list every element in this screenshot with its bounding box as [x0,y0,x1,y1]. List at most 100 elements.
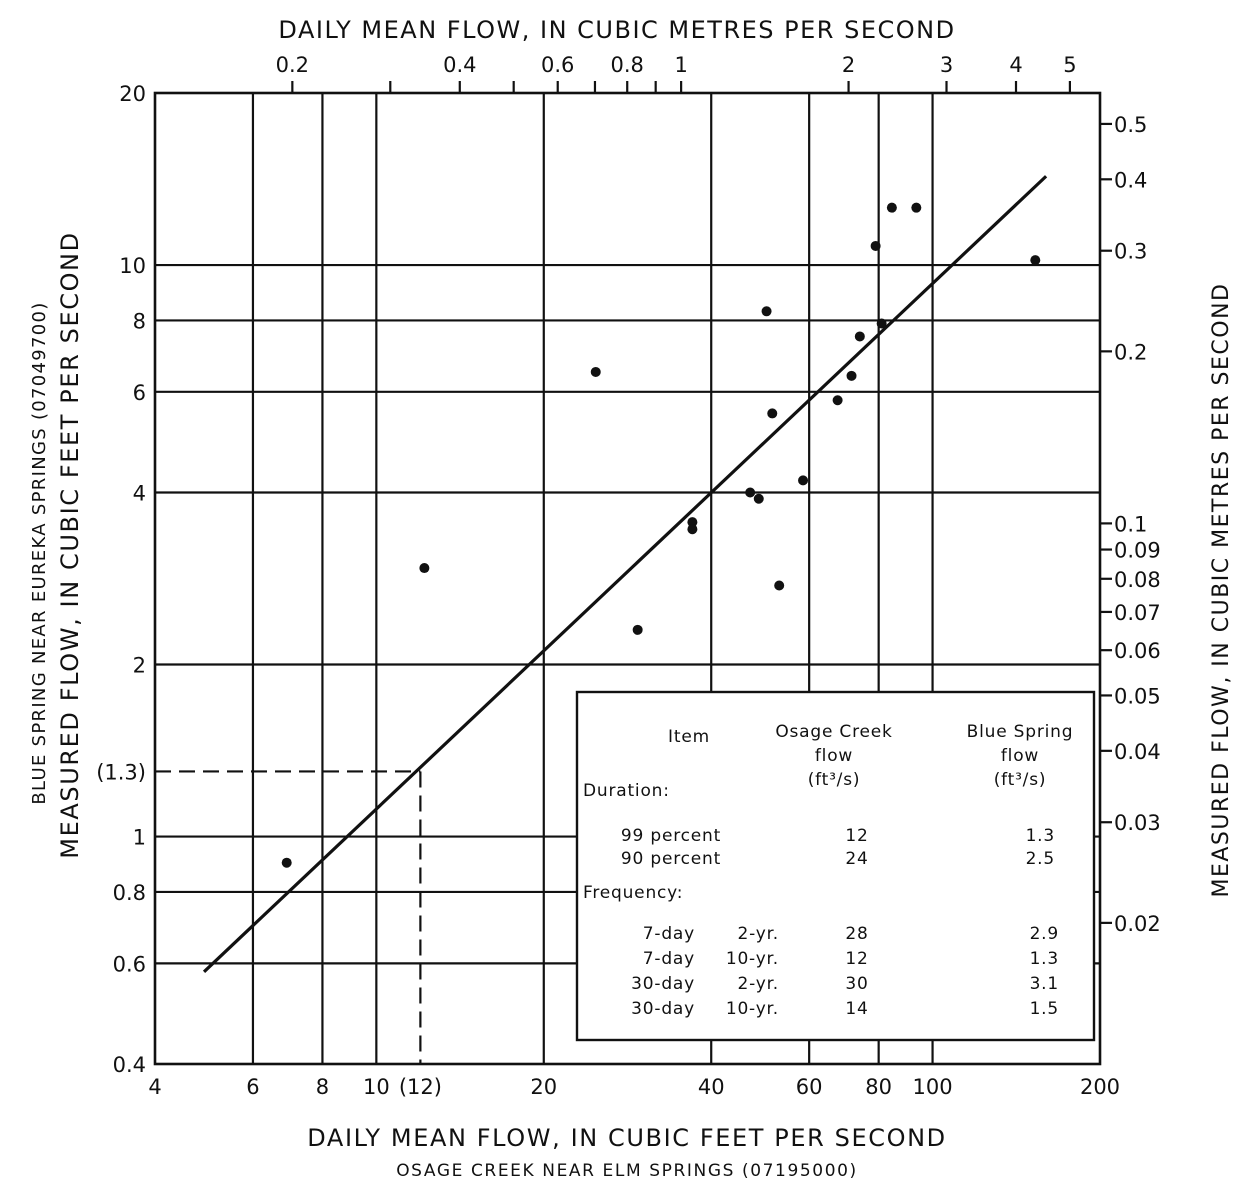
data-point [832,395,843,406]
table-cell-period: 10-yr. [726,999,779,1019]
data-point [687,517,698,528]
table-header-osage: Osage Creek [775,722,892,742]
table-header-item: Item [668,727,710,747]
statistics-table: Item Osage Creek flow (ft³/s) Blue Spring flo… [575,690,1096,1042]
right-tick-label: 0.1 [1114,512,1147,536]
right-tick-label: 0.3 [1114,240,1147,264]
table-cell-blue: 1.5 [1030,999,1059,1019]
x-tick-label: 8 [316,1075,329,1099]
y-tick-label: 0.4 [113,1053,146,1077]
table-cell-osage: 28 [845,924,868,944]
y-tick-label: 2 [133,654,146,678]
table-cell-blue: 3.1 [1030,974,1059,994]
x-tick-label: 40 [698,1075,725,1099]
x-tick-label: (12) [399,1075,442,1099]
data-point [1030,255,1041,266]
grid-lines [155,93,1100,1064]
data-point [761,306,772,317]
x-tick-label: 80 [865,1075,892,1099]
table-header-blue: (ft³/s) [994,770,1047,790]
right-tick-label: 0.06 [1114,639,1161,663]
top-tick-label: 0.8 [611,53,644,77]
table-box [575,690,1096,1042]
data-point [767,408,778,419]
regression-line-group [155,175,1048,1064]
top-tick-label: 0.2 [276,53,309,77]
table-cell-osage: 12 [845,826,868,846]
top-tick-label: 3 [940,53,953,77]
top-axis-title: DAILY MEAN FLOW, IN CUBIC METRES PER SEC… [278,16,955,44]
table-header-osage: (ft³/s) [808,770,861,790]
x-tick-label: 20 [530,1075,557,1099]
table-cell-period: 2-yr. [737,924,779,944]
table-cell-blue: 2.5 [1026,849,1055,869]
table-cell-item: 30-day [631,974,695,994]
y-tick-label: 6 [133,381,146,405]
x-tick-label: 10 [363,1075,390,1099]
top-tick-label: 4 [1009,53,1022,77]
table-header-osage: flow [815,746,853,766]
axis-ticks [291,81,1112,924]
data-point [632,624,643,635]
top-tick-label: 0.4 [443,53,476,77]
table-section-title: Duration: [583,781,670,801]
y-tick-label: 8 [133,309,146,333]
data-point [774,580,785,591]
right-tick-label: 0.4 [1114,168,1147,192]
top-tick-label: 1 [674,53,687,77]
data-point [854,331,865,342]
y-axis-right-title: MEASURED FLOW, IN CUBIC METRES PER SECON… [1209,283,1234,898]
y-tick-label: 20 [119,82,146,106]
x-tick-label: 100 [913,1075,953,1099]
data-point [590,366,601,377]
y-tick-label: 0.6 [113,952,146,976]
x-axis-title: DAILY MEAN FLOW, IN CUBIC FEET PER SECON… [307,1124,946,1152]
data-point [846,370,857,381]
y-tick-label: 4 [133,481,146,505]
right-tick-label: 0.09 [1114,539,1161,563]
right-tick-label: 0.05 [1114,684,1161,708]
table-cell-item: 7-day [643,949,695,969]
right-tick-label: 0.08 [1114,568,1161,592]
data-point [870,240,881,251]
x-tick-label: 200 [1080,1075,1120,1099]
data-point [753,493,764,504]
data-point [687,524,698,535]
table-header-blue: Blue Spring [967,722,1074,742]
y-tick-label: 0.8 [113,881,146,905]
data-point [745,487,756,498]
data-point [281,857,292,868]
table-cell-osage: 12 [845,949,868,969]
data-point [419,563,430,574]
x-tick-label: 60 [796,1075,823,1099]
table-header-blue: flow [1001,746,1039,766]
plot-frame [153,91,1102,1066]
right-tick-label: 0.04 [1114,740,1161,764]
data-point [876,318,887,329]
right-tick-label: 0.5 [1114,113,1147,137]
x-tick-label: 6 [246,1075,259,1099]
table-cell-osage: 30 [845,974,868,994]
table-cell-period: 2-yr. [737,974,779,994]
table-section-title: Frequency: [583,883,683,903]
top-tick-label: 0.6 [541,53,574,77]
right-tick-label: 0.07 [1114,601,1161,625]
right-tick-label: 0.2 [1114,340,1147,364]
table-cell-item: 7-day [643,924,695,944]
tick-labels: 4 6 8 10 (12) 20 40 60 80 100 200 0.4 0.6 0.8 1 (1.3) 2 4… [96,53,1161,1099]
y-tick-label: 1 [133,826,146,850]
top-tick-label: 2 [842,53,855,77]
table-cell-blue: 2.9 [1030,924,1059,944]
y-axis-left-subtitle: BLUE SPRING NEAR EUREKA SPRINGS (0704970… [29,301,50,804]
table-cell-item: 30-day [631,999,695,1019]
data-point [911,202,922,213]
x-tick-label: 4 [148,1075,161,1099]
right-tick-label: 0.02 [1114,912,1161,936]
table-cell-blue: 1.3 [1026,826,1055,846]
right-tick-label: 0.03 [1114,811,1161,835]
x-axis-subtitle: OSAGE CREEK NEAR ELM SPRINGS (07195000) [396,1161,858,1181]
table-cell-blue: 1.3 [1030,949,1059,969]
table-cell-osage: 14 [845,999,868,1019]
y-tick-label: (1.3) [96,760,146,784]
